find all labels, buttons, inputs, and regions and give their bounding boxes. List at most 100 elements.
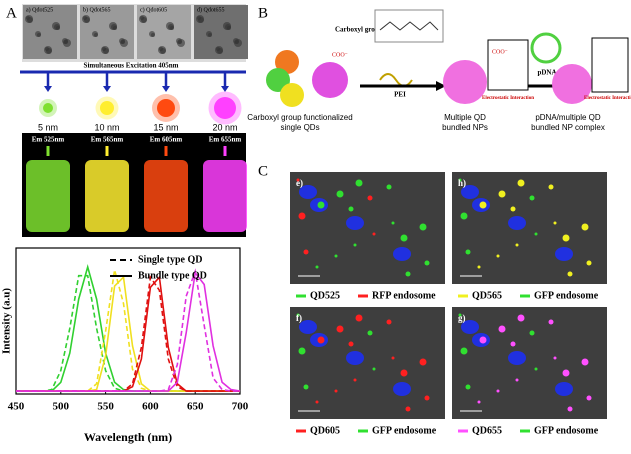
- qd-spot: [510, 206, 516, 212]
- qd-spot: [334, 254, 338, 258]
- x-axis-label: Wavelength (nm): [84, 430, 172, 444]
- coo-label: COO⁻: [332, 52, 348, 58]
- arrow-head: [162, 86, 170, 92]
- emission-label: Em 525nm: [32, 136, 65, 144]
- vial: [144, 160, 188, 232]
- qd-spot: [515, 378, 519, 382]
- qd-spot: [567, 406, 573, 412]
- qd-spot: [517, 314, 525, 322]
- tem-particle: [84, 17, 90, 23]
- qd-spot: [355, 314, 363, 322]
- tem-label: a) Qdot525: [26, 6, 53, 13]
- tem-particle: [120, 39, 128, 47]
- qd-spot: [498, 325, 506, 333]
- arrow-head: [103, 86, 111, 92]
- x-tick-label: 550: [97, 401, 114, 413]
- qd-spot: [296, 178, 300, 182]
- qd-spot: [517, 179, 525, 187]
- qd-spot: [336, 190, 344, 198]
- nucleus: [299, 185, 317, 199]
- tem-particle: [234, 39, 242, 47]
- qd-spot: [581, 358, 589, 366]
- tem-particle: [208, 33, 212, 37]
- tem-particle: [46, 48, 52, 54]
- x-tick-label: 500: [53, 401, 70, 413]
- qd-dot: [43, 103, 53, 113]
- spectrum-line: [16, 274, 240, 392]
- qd-spot: [498, 190, 506, 198]
- panel-label: C: [258, 163, 268, 179]
- bundle-np: [443, 60, 487, 104]
- coo-label: COO⁻: [492, 49, 508, 55]
- image-tag: f): [296, 313, 302, 323]
- emission-label: Em 655nm: [209, 136, 242, 144]
- nucleus: [461, 185, 479, 199]
- qd-spot: [317, 336, 325, 344]
- image-tag: h): [458, 178, 466, 188]
- endosome-label: GFP endosome: [534, 290, 599, 301]
- plot-frame: [15, 247, 241, 395]
- qd-spot: [303, 384, 309, 390]
- arrow-head: [221, 86, 229, 92]
- nucleus: [346, 216, 364, 230]
- complex-np: [552, 64, 592, 104]
- qd-spot: [386, 319, 392, 325]
- qd-spot: [553, 221, 557, 225]
- qd-spot: [386, 184, 392, 190]
- qd-spot: [424, 260, 430, 266]
- qd-spot: [334, 389, 338, 393]
- tem-label: d) Qdot655: [197, 6, 225, 13]
- qd-label: QD525: [310, 290, 340, 301]
- vial: [203, 160, 247, 232]
- qd-spot: [353, 378, 357, 382]
- single-qd: [280, 83, 304, 107]
- tem-particle: [56, 26, 60, 30]
- x-tick-label: 650: [187, 401, 204, 413]
- pei-chain: [379, 21, 439, 31]
- nucleus: [508, 216, 526, 230]
- qd-spot: [355, 179, 363, 187]
- pei-structure: [374, 9, 444, 43]
- qd-spot: [477, 265, 481, 269]
- endosome-label: GFP endosome: [534, 425, 599, 436]
- spectrum-line: [16, 264, 240, 392]
- caption: bundled NPs: [442, 123, 488, 132]
- qd-spot: [553, 356, 557, 360]
- tem-label: c) Qdot605: [140, 6, 167, 13]
- spectrum-line: [16, 270, 241, 392]
- y-axis-label: Intensity (a.u): [1, 288, 13, 354]
- qd-spot: [419, 358, 427, 366]
- qd-spot: [391, 356, 395, 360]
- arrow-head: [436, 81, 446, 91]
- qd-label: QD655: [472, 425, 502, 436]
- nucleus: [461, 320, 479, 334]
- qd-spot: [296, 313, 300, 317]
- nucleus: [393, 382, 411, 396]
- caption: Multiple QD: [444, 113, 486, 122]
- size-label: 20 nm: [212, 122, 237, 132]
- zoom-box: [487, 39, 529, 91]
- qd-spot: [298, 347, 306, 355]
- qd-spot: [529, 195, 535, 201]
- single-qd: [266, 68, 290, 92]
- interaction-label: Electrostatic Interaction: [584, 96, 631, 101]
- nucleus: [393, 247, 411, 261]
- single-qd: [312, 62, 348, 98]
- qd-spot: [372, 232, 376, 236]
- qd-spot: [315, 265, 319, 269]
- pdna-ring: [530, 32, 562, 64]
- qd-spot: [548, 184, 554, 190]
- size-label: 10 nm: [94, 122, 119, 132]
- legend-label: Bundle type QD: [138, 270, 207, 281]
- tem-particle: [227, 26, 231, 30]
- nucleus: [299, 320, 317, 334]
- size-label: 15 nm: [153, 122, 178, 132]
- qd-dot: [157, 99, 175, 117]
- nucleus: [508, 351, 526, 365]
- vial: [85, 160, 129, 232]
- nucleus: [346, 351, 364, 365]
- x-tick-label: 600: [142, 401, 159, 413]
- tem-particle: [141, 17, 147, 23]
- tem-particle: [103, 48, 109, 54]
